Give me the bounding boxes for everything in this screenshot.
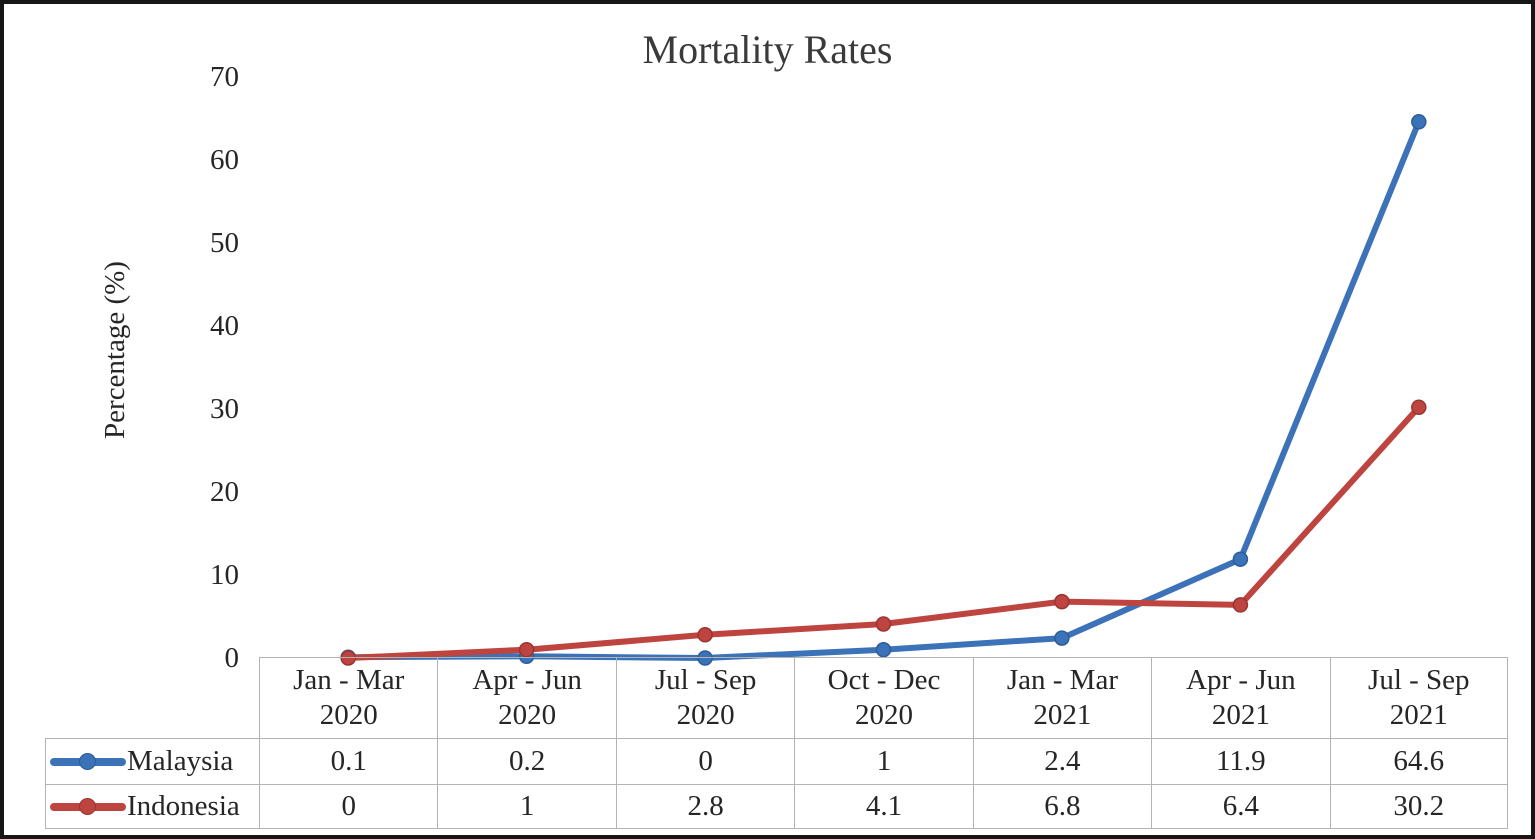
data-point-indonesia-0 <box>340 650 356 666</box>
data-point-indonesia-1 <box>518 641 535 658</box>
category-quarter: Apr - Jun <box>472 664 582 696</box>
data-point-indonesia-6 <box>1411 399 1427 416</box>
category-year: 2021 <box>1211 699 1270 731</box>
data-point-malaysia-3 <box>875 641 892 658</box>
line-chart-canvas <box>340 114 1427 666</box>
value-cell-indonesia-3: 4.1 <box>794 784 973 829</box>
value-cell-malaysia-1: 0.2 <box>437 738 616 784</box>
category-quarter: Jul - Sep <box>1368 664 1470 696</box>
series-name-label: Indonesia <box>127 790 240 822</box>
category-year: 2020 <box>676 699 735 731</box>
data-table: Jan - Mar 2020 Apr - Jun 2020 Jul - Sep 2020 O… <box>45 657 1508 829</box>
category-header-4: Jan - Mar 2021 <box>972 657 1152 738</box>
value-cell-indonesia-5: 6.4 <box>1151 784 1330 829</box>
category-quarter: Oct - Dec <box>827 664 941 696</box>
category-header-3: Oct - Dec 2020 <box>794 657 973 738</box>
data-point-malaysia-6 <box>1411 114 1427 130</box>
y-tick-label-50: 50 <box>210 227 239 259</box>
y-tick-label-10: 10 <box>210 559 239 591</box>
data-point-indonesia-5 <box>1232 597 1249 613</box>
table-corner-cell <box>45 657 259 738</box>
chart-title: Mortality Rates <box>642 27 893 72</box>
y-axis-title: Percentage (%) <box>99 261 131 439</box>
y-tick-label-0: 0 <box>224 642 240 674</box>
category-header-2: Jul - Sep 2020 <box>615 657 795 738</box>
value-cell-malaysia-6: 64.6 <box>1329 738 1508 784</box>
y-tick-label-40: 40 <box>210 310 239 342</box>
plot-area <box>259 77 1508 666</box>
category-quarter: Jan - Mar <box>293 664 405 696</box>
series-line-malaysia <box>345 118 1422 661</box>
data-point-malaysia-5 <box>1232 551 1249 567</box>
legend-swatch-indonesia <box>50 797 126 816</box>
category-year: 2020 <box>319 699 378 731</box>
category-header-1: Apr - Jun 2020 <box>437 657 616 738</box>
legend-swatch-malaysia <box>50 752 126 771</box>
category-year: 2021 <box>1033 699 1092 731</box>
value-cell-indonesia-6: 30.2 <box>1329 784 1508 829</box>
y-tick-label-60: 60 <box>210 144 239 176</box>
data-point-indonesia-2 <box>697 627 713 643</box>
category-quarter: Apr - Jun <box>1186 664 1296 696</box>
series-legend-row-malaysia: Malaysia <box>45 738 259 784</box>
value-cell-malaysia-3: 1 <box>794 738 973 784</box>
value-cell-indonesia-0: 0 <box>259 784 438 829</box>
series-legend-row-indonesia: Indonesia <box>45 784 259 829</box>
y-tick-label-70: 70 <box>210 61 239 93</box>
category-header-5: Apr - Jun 2021 <box>1151 657 1330 738</box>
data-point-indonesia-3 <box>875 616 892 632</box>
value-cell-indonesia-4: 6.8 <box>972 784 1152 829</box>
value-cell-malaysia-2: 0 <box>615 738 795 784</box>
category-quarter: Jul - Sep <box>654 664 757 696</box>
y-tick-label-30: 30 <box>210 393 239 425</box>
value-cell-indonesia-2: 2.8 <box>615 784 795 829</box>
value-cell-indonesia-1: 1 <box>437 784 616 829</box>
category-year: 2020 <box>854 699 913 731</box>
legend-marker-icon <box>79 798 96 815</box>
legend-marker-icon <box>79 753 96 770</box>
value-cell-malaysia-5: 11.9 <box>1151 738 1330 784</box>
value-cell-malaysia-4: 2.4 <box>972 738 1152 784</box>
value-cell-malaysia-0: 0.1 <box>259 738 438 784</box>
category-year: 2021 <box>1389 699 1448 731</box>
category-year: 2020 <box>498 699 557 731</box>
data-point-indonesia-4 <box>1054 593 1070 610</box>
y-tick-label-20: 20 <box>210 476 239 508</box>
category-header-6: Jul - Sep 2021 <box>1329 657 1508 738</box>
category-quarter: Jan - Mar <box>1006 664 1118 696</box>
series-name-label: Malaysia <box>127 745 234 777</box>
category-header-0: Jan - Mar 2020 <box>259 657 438 738</box>
data-point-malaysia-2 <box>697 650 713 666</box>
data-point-malaysia-4 <box>1054 630 1070 646</box>
